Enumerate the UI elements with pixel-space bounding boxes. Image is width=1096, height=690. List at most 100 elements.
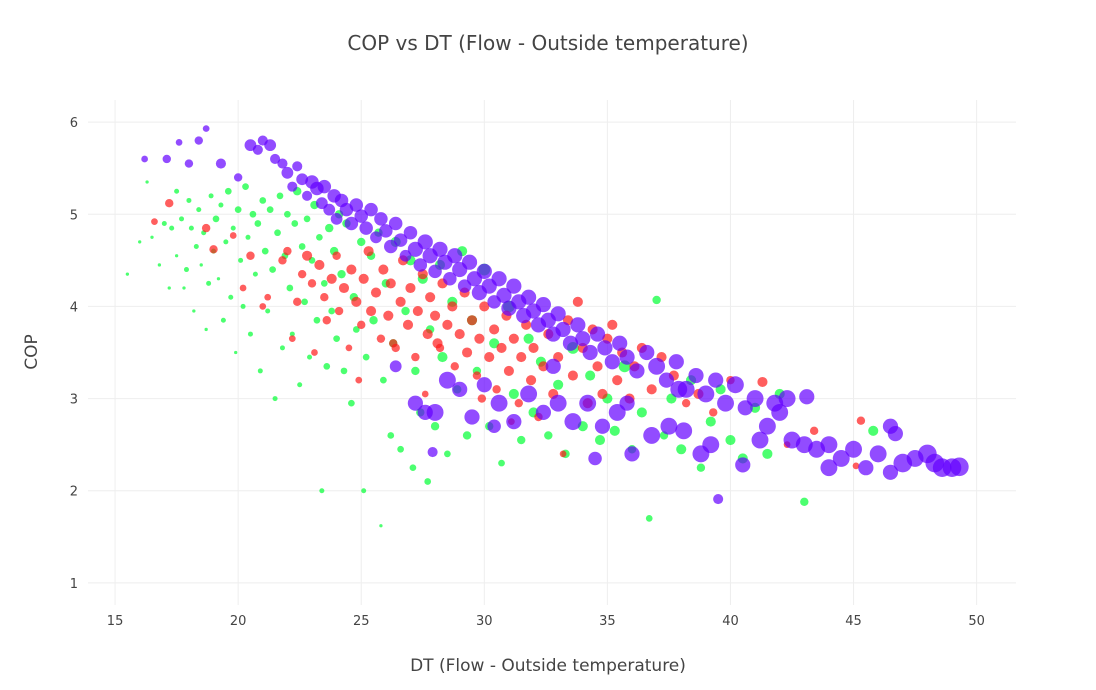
data-point-green[interactable] bbox=[411, 366, 420, 376]
data-point-purple[interactable] bbox=[717, 394, 734, 412]
data-point-red[interactable] bbox=[311, 349, 318, 356]
data-point-purple[interactable] bbox=[594, 418, 611, 434]
data-point-red[interactable] bbox=[526, 375, 537, 386]
data-point-green[interactable] bbox=[553, 379, 564, 390]
data-point-green[interactable] bbox=[379, 524, 383, 528]
data-point-purple[interactable] bbox=[496, 287, 512, 303]
data-point-red[interactable] bbox=[314, 259, 325, 271]
data-point-green[interactable] bbox=[313, 316, 321, 324]
data-point-red[interactable] bbox=[646, 384, 657, 395]
data-point-green[interactable] bbox=[188, 225, 194, 231]
data-point-red[interactable] bbox=[597, 388, 608, 400]
data-point-green[interactable] bbox=[298, 243, 306, 250]
data-point-red[interactable] bbox=[320, 293, 329, 302]
data-point-green[interactable] bbox=[157, 263, 162, 267]
data-point-green[interactable] bbox=[167, 286, 171, 290]
data-point-green[interactable] bbox=[245, 234, 251, 240]
data-point-green[interactable] bbox=[307, 354, 313, 360]
data-point-purple[interactable] bbox=[726, 376, 744, 394]
data-point-green[interactable] bbox=[272, 396, 278, 402]
data-point-green[interactable] bbox=[444, 450, 451, 458]
data-point-purple[interactable] bbox=[629, 363, 645, 379]
data-point-purple[interactable] bbox=[476, 263, 492, 280]
data-point-purple[interactable] bbox=[604, 354, 620, 370]
data-point-purple[interactable] bbox=[292, 161, 303, 172]
data-point-purple[interactable] bbox=[264, 139, 277, 152]
data-point-purple[interactable] bbox=[882, 418, 899, 434]
data-point-green[interactable] bbox=[240, 303, 246, 309]
data-point-red[interactable] bbox=[239, 284, 247, 292]
data-point-purple[interactable] bbox=[668, 354, 684, 370]
data-point-purple[interactable] bbox=[317, 179, 332, 194]
data-point-purple[interactable] bbox=[697, 385, 715, 403]
data-point-red[interactable] bbox=[757, 376, 768, 388]
data-point-green[interactable] bbox=[279, 345, 285, 351]
data-point-red[interactable] bbox=[283, 246, 292, 256]
data-point-purple[interactable] bbox=[639, 344, 655, 361]
data-point-green[interactable] bbox=[220, 317, 226, 323]
data-point-purple[interactable] bbox=[447, 248, 463, 264]
data-point-purple[interactable] bbox=[713, 493, 724, 505]
data-point-purple[interactable] bbox=[379, 224, 393, 238]
data-point-green[interactable] bbox=[252, 271, 258, 277]
data-point-purple[interactable] bbox=[427, 446, 438, 458]
data-point-red[interactable] bbox=[411, 352, 420, 362]
data-point-green[interactable] bbox=[489, 338, 500, 349]
data-point-purple[interactable] bbox=[399, 249, 412, 262]
data-point-purple[interactable] bbox=[521, 289, 537, 305]
data-point-green[interactable] bbox=[161, 220, 167, 226]
data-point-red[interactable] bbox=[383, 310, 394, 321]
data-point-purple[interactable] bbox=[746, 390, 764, 408]
data-point-green[interactable] bbox=[320, 280, 328, 287]
data-point-green[interactable] bbox=[183, 267, 189, 273]
data-point-red[interactable] bbox=[278, 256, 287, 265]
data-point-green[interactable] bbox=[249, 210, 257, 218]
data-point-red[interactable] bbox=[355, 376, 363, 384]
data-point-red[interactable] bbox=[259, 303, 267, 310]
data-point-green[interactable] bbox=[242, 183, 249, 190]
data-point-green[interactable] bbox=[462, 431, 472, 440]
data-point-purple[interactable] bbox=[758, 417, 776, 435]
data-point-green[interactable] bbox=[266, 206, 274, 214]
data-point-purple[interactable] bbox=[766, 394, 784, 412]
data-point-purple[interactable] bbox=[202, 125, 210, 132]
data-point-red[interactable] bbox=[681, 398, 691, 408]
data-point-purple[interactable] bbox=[464, 409, 480, 425]
data-point-purple[interactable] bbox=[359, 221, 373, 235]
data-point-purple[interactable] bbox=[270, 153, 281, 165]
data-point-red[interactable] bbox=[472, 371, 482, 380]
data-point-purple[interactable] bbox=[370, 231, 382, 244]
data-point-green[interactable] bbox=[357, 237, 366, 247]
data-point-purple[interactable] bbox=[476, 377, 492, 393]
data-point-purple[interactable] bbox=[670, 380, 688, 398]
data-point-purple[interactable] bbox=[799, 389, 815, 405]
data-point-green[interactable] bbox=[182, 286, 186, 290]
data-point-purple[interactable] bbox=[832, 450, 850, 467]
data-point-green[interactable] bbox=[409, 464, 417, 472]
data-point-red[interactable] bbox=[492, 385, 501, 394]
data-point-red[interactable] bbox=[293, 297, 302, 307]
data-point-purple[interactable] bbox=[619, 349, 635, 365]
data-point-green[interactable] bbox=[269, 266, 276, 273]
data-point-green[interactable] bbox=[138, 240, 142, 244]
data-point-purple[interactable] bbox=[428, 264, 442, 279]
data-point-purple[interactable] bbox=[562, 335, 579, 351]
data-point-red[interactable] bbox=[363, 246, 374, 257]
data-point-red[interactable] bbox=[376, 334, 386, 343]
data-point-purple[interactable] bbox=[393, 233, 408, 247]
data-point-green[interactable] bbox=[259, 197, 267, 204]
data-point-green[interactable] bbox=[291, 220, 299, 227]
data-point-purple[interactable] bbox=[535, 296, 551, 313]
data-point-green[interactable] bbox=[303, 215, 311, 223]
data-point-purple[interactable] bbox=[545, 358, 561, 374]
data-point-red[interactable] bbox=[326, 273, 337, 284]
data-point-purple[interactable] bbox=[491, 271, 507, 287]
data-point-red[interactable] bbox=[447, 301, 458, 312]
data-point-purple[interactable] bbox=[364, 202, 378, 217]
data-point-purple[interactable] bbox=[660, 417, 678, 435]
data-point-green[interactable] bbox=[174, 254, 179, 258]
data-point-purple[interactable] bbox=[184, 159, 194, 168]
data-point-purple[interactable] bbox=[624, 446, 640, 462]
data-point-red[interactable] bbox=[345, 344, 353, 352]
data-point-green[interactable] bbox=[437, 352, 448, 363]
